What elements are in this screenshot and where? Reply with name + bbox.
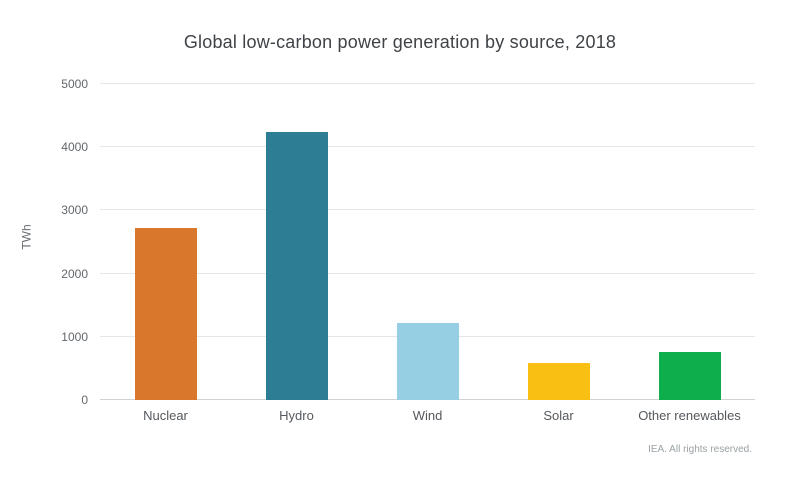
plot-area <box>100 83 755 400</box>
bar-slot <box>493 84 624 400</box>
bar-slot <box>624 84 755 400</box>
bar-slot <box>362 84 493 400</box>
bar-hydro <box>265 132 328 400</box>
gridline <box>100 83 755 84</box>
gridline <box>100 209 755 211</box>
gridline <box>100 146 755 148</box>
bar-slot <box>100 84 231 400</box>
bar-other-renewables <box>658 351 721 400</box>
y-tick-label: 1000 <box>61 329 88 344</box>
bar-nuclear <box>134 228 197 400</box>
y-tick-label: 2000 <box>61 266 88 281</box>
bar-wind <box>396 322 459 400</box>
x-tick-label: Nuclear <box>143 408 188 423</box>
bars-row <box>100 84 755 400</box>
x-tick-label: Solar <box>543 408 574 423</box>
y-axis-labels: 0 1000 2000 3000 4000 5000 <box>0 77 100 407</box>
bar-solar <box>527 363 590 400</box>
source-attribution: IEA. All rights reserved. <box>648 444 752 455</box>
x-axis-labels: Nuclear Hydro Wind Solar Other renewables <box>100 408 755 423</box>
x-tick-label: Other renewables <box>638 408 741 423</box>
gridline <box>100 272 755 274</box>
y-tick-label: 0 <box>81 393 88 407</box>
x-tick-label: Hydro <box>279 408 314 423</box>
x-tick-label: Wind <box>412 408 443 423</box>
y-tick-label: 5000 <box>61 77 88 91</box>
bar-slot <box>231 84 362 400</box>
y-tick-label: 4000 <box>61 140 88 155</box>
chart-title: Global low-carbon power generation by so… <box>183 32 617 52</box>
y-tick-label: 3000 <box>61 203 88 218</box>
